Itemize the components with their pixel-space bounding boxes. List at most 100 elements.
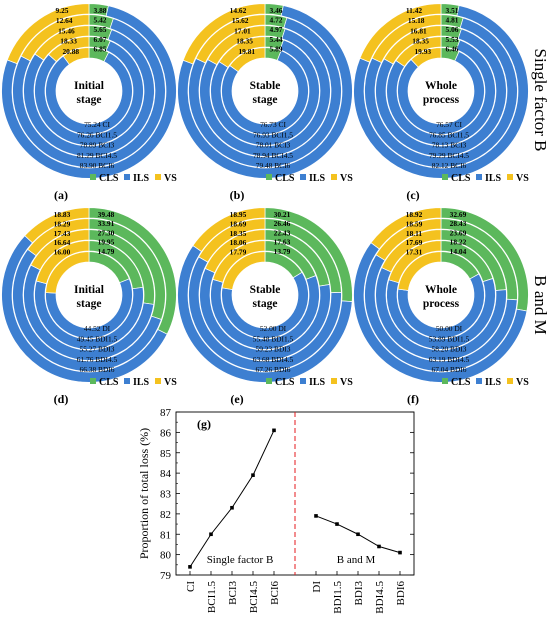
data-label-ils: 63.68 BDI4.5 <box>253 355 294 364</box>
legend: CLS ILS VS <box>266 173 353 184</box>
legend-entry: ILS <box>133 173 150 184</box>
donut-segment-ils <box>12 18 166 168</box>
data-point <box>398 550 402 555</box>
data-label-ils: 61.76 BDI4.5 <box>77 355 118 364</box>
legend-swatch <box>300 378 306 384</box>
panel-label: (d) <box>54 392 69 406</box>
data-label-cls: 3.46 <box>270 6 283 15</box>
data-label-vs: 16.64 <box>54 238 71 247</box>
data-label-cls: 13.79 <box>274 247 291 256</box>
data-label-vs: 17.43 <box>54 229 71 238</box>
data-label-vs: 18.35 <box>230 229 247 238</box>
data-label-cls: 5.06 <box>446 25 459 34</box>
legend-swatch <box>90 174 96 180</box>
data-point <box>251 473 255 477</box>
donut-segment-vs <box>182 3 266 65</box>
data-label-vs: 18.35 <box>412 37 429 46</box>
data-label-ils: 55.48 BDI1.5 <box>253 334 294 343</box>
data-label-vs: 18.29 <box>54 219 71 228</box>
data-label-ils: 58.20 BDI3 <box>432 345 467 354</box>
panel-label: (c) <box>406 188 419 202</box>
donut-segment-ils <box>397 51 485 135</box>
data-label-cls: 39.48 <box>98 210 115 219</box>
legend-entry: VS <box>516 173 529 184</box>
legend: CLS ILS VS <box>442 173 529 184</box>
donut-segment-vs <box>27 218 90 257</box>
data-label-cls: 4.97 <box>270 25 283 34</box>
data-label-vs: 16.81 <box>410 26 427 35</box>
donut-center-text: Stable <box>250 80 281 92</box>
data-point <box>188 565 192 569</box>
data-label-vs: 12.64 <box>56 16 73 25</box>
data-label-ils: 49.45 BDI1.5 <box>77 334 118 343</box>
data-label-vs: 11.42 <box>406 6 423 15</box>
legend-swatch <box>300 174 306 180</box>
data-label-cls: 23.69 <box>450 228 467 237</box>
data-label-cls: 17.63 <box>274 238 291 247</box>
y-tick-label: 82 <box>160 509 171 521</box>
data-label-cls: 28.43 <box>450 219 467 228</box>
data-label-vs: 9.25 <box>56 6 69 15</box>
data-label-vs: 15.18 <box>408 16 425 25</box>
legend-entry: CLS <box>275 377 295 388</box>
donut-center-text: process <box>423 298 460 310</box>
data-label-ils: 78.13 BCI3 <box>432 141 467 150</box>
data-label-vs: 17.01 <box>234 26 251 35</box>
legend-entry: ILS <box>309 377 326 388</box>
legend-entry: ILS <box>485 173 502 184</box>
legend-entry: VS <box>340 377 353 388</box>
legend: CLS ILS VS <box>90 173 177 184</box>
legend-swatch <box>155 378 161 384</box>
donut-segment-vs <box>395 36 442 67</box>
line-chart-panel: 79 80 81 82 83 84 85 86 87 Proportion of total lo… <box>137 407 415 614</box>
donut-center-text: Whole <box>425 80 457 92</box>
donut-segment-vs <box>34 25 90 61</box>
legend-entry: ILS <box>133 377 150 388</box>
panel-label: (a) <box>54 188 68 202</box>
donut-segment-vs <box>6 3 90 65</box>
y-tick-label: 80 <box>160 550 172 562</box>
legend: CLS ILS VS <box>442 377 529 388</box>
data-label-vs: 15.46 <box>58 26 75 35</box>
data-label-ils: 79.48 BCI6 <box>256 161 291 170</box>
data-label-vs: 18.83 <box>54 210 71 219</box>
data-label-cls: 5.89 <box>270 44 283 53</box>
data-label-ils: 44.52 DI <box>84 324 111 333</box>
legend-swatch <box>155 174 161 180</box>
data-label-cls: 3.51 <box>446 6 459 15</box>
legend-swatch <box>476 378 482 384</box>
donut-segment-vs <box>221 251 266 290</box>
donut-segment-vs <box>198 218 266 263</box>
data-label-cls: 6.85 <box>94 44 107 53</box>
series-line <box>189 430 275 568</box>
data-label-cls: 3.88 <box>94 6 107 15</box>
data-label-ils: 76.57 CI <box>436 120 462 129</box>
data-point <box>356 532 360 537</box>
legend-entry: CLS <box>99 377 119 388</box>
legend-swatch <box>124 174 130 180</box>
x-tick-label: BCI1.5 <box>206 581 218 614</box>
legend-entry: ILS <box>309 173 326 184</box>
data-label-ils: 59.23 BDI3 <box>256 345 291 354</box>
panel-label: (e) <box>230 392 243 406</box>
x-tick-label: CI <box>185 581 197 592</box>
data-label-vs: 18.95 <box>230 210 247 219</box>
data-label-cls: 4.81 <box>446 16 459 25</box>
y-tick-label: 81 <box>160 529 171 541</box>
data-label-ils: 55.27 BDI3 <box>80 345 115 354</box>
donut-segment-vs <box>20 14 90 62</box>
data-label-cls: 5.44 <box>270 35 283 44</box>
legend-swatch <box>124 378 130 384</box>
data-point <box>209 532 213 537</box>
donut-segment-vs <box>388 240 442 284</box>
donut-segment-vs <box>410 47 442 68</box>
data-label-ils: 76.26 BCI1.5 <box>77 130 117 139</box>
data-label-vs: 18.69 <box>230 219 247 228</box>
legend-entry: CLS <box>451 377 471 388</box>
data-label-vs: 14.62 <box>230 6 247 15</box>
data-label-ils: 79.29 BCI4.5 <box>429 151 469 160</box>
line-series: DI BDI1.5 BDI3 BDI4.5 BDI6 B and M <box>311 514 407 614</box>
data-label-cls: 26.46 <box>274 219 291 228</box>
row-title-b-and-m: B and M <box>531 275 550 335</box>
